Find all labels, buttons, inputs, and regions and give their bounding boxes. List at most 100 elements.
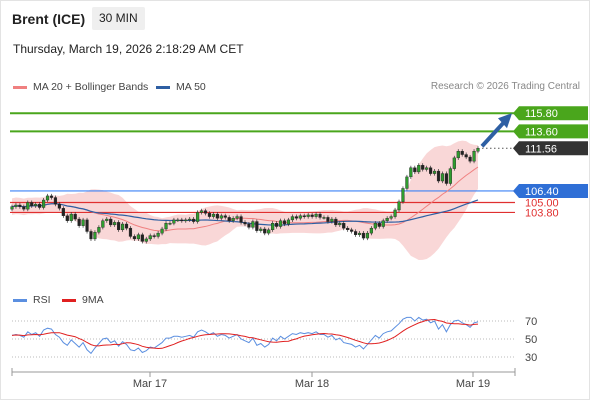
candle [128, 226, 133, 239]
forecast-arrow-head [498, 113, 512, 129]
level-box-111.56 [513, 141, 588, 156]
candle [413, 165, 417, 174]
candle [38, 202, 42, 210]
level-label: 111.56 [525, 143, 557, 155]
candle [22, 204, 26, 212]
candle [326, 215, 330, 224]
candle [385, 216, 389, 223]
candle [373, 221, 377, 231]
candle [192, 216, 196, 224]
bollinger-band [12, 140, 478, 260]
candle [275, 221, 279, 229]
candle [156, 231, 160, 239]
timeframe-button[interactable]: 30 MIN [92, 7, 145, 30]
candle [460, 149, 464, 157]
candle [271, 221, 275, 232]
candle [77, 216, 81, 228]
level-box-113.60 [513, 124, 588, 139]
candle [120, 221, 125, 232]
candle [113, 220, 117, 227]
ma9-swatch [62, 298, 76, 302]
candle [215, 212, 219, 221]
candle [294, 214, 298, 221]
candle [409, 165, 413, 179]
candle [184, 217, 188, 223]
ma20-label: MA 20 + Bollinger Bands [33, 81, 149, 93]
candle [393, 207, 397, 219]
datetime-label: Thursday, March 19, 2026 2:18:29 AM CET [13, 42, 244, 56]
candle [235, 214, 239, 221]
candle [310, 212, 314, 219]
candle [26, 200, 30, 212]
candle [255, 219, 259, 233]
candle [346, 226, 350, 232]
candle [361, 231, 366, 241]
legend-ma20: MA 20 + Bollinger Bands [13, 81, 148, 93]
candle [144, 236, 148, 244]
candle [34, 202, 38, 208]
x-tick-label: Mar 18 [295, 378, 329, 390]
candle [136, 232, 140, 241]
candle [251, 219, 255, 230]
candle [282, 218, 287, 227]
candle [117, 220, 121, 232]
candle [176, 217, 180, 222]
x-tick-label: Mar 19 [456, 378, 490, 390]
candle [93, 230, 97, 241]
candle [298, 213, 302, 221]
candle [14, 202, 18, 209]
candle [105, 216, 109, 223]
candle [85, 217, 89, 234]
candle [464, 152, 468, 160]
candle [397, 199, 401, 213]
candle [45, 193, 50, 203]
candle [318, 212, 322, 220]
candle [10, 204, 14, 212]
ma50-swatch [156, 85, 170, 89]
candle [432, 169, 437, 176]
candle [168, 221, 172, 226]
candle [42, 197, 46, 210]
candle [342, 221, 346, 231]
candle [314, 212, 318, 219]
candle [377, 221, 381, 229]
level-label: 105.00 [525, 198, 559, 210]
instrument-title: Brent (ICE) [12, 11, 86, 27]
candle [152, 233, 156, 239]
candle [444, 171, 448, 186]
candle [350, 227, 354, 234]
candle [429, 165, 433, 176]
candle [476, 146, 480, 154]
candle [164, 221, 168, 232]
candle [18, 202, 22, 209]
candle [401, 186, 405, 204]
candle [286, 217, 291, 227]
candle [148, 233, 152, 241]
candle [440, 171, 445, 184]
candle [53, 195, 58, 207]
rsi-ma-line [11, 318, 479, 350]
rsi-swatch [13, 298, 27, 302]
rsi-tick-label: 50 [525, 334, 537, 346]
level-label: 113.60 [525, 126, 558, 138]
candle [330, 216, 334, 224]
candle [405, 174, 409, 191]
level-box-115.80 [513, 106, 588, 121]
candle [57, 202, 61, 211]
candle [381, 218, 385, 229]
candle [132, 234, 137, 241]
rsi-label: RSI [33, 294, 51, 306]
candle [267, 227, 271, 236]
candle [239, 214, 243, 225]
candle [452, 155, 456, 171]
candle [468, 154, 472, 164]
candle [302, 213, 306, 219]
candle [49, 193, 54, 200]
candle [89, 229, 93, 241]
candle [227, 215, 231, 223]
candle [306, 212, 310, 219]
rsi-line [11, 316, 479, 355]
candle [278, 218, 283, 229]
candle [207, 211, 212, 219]
